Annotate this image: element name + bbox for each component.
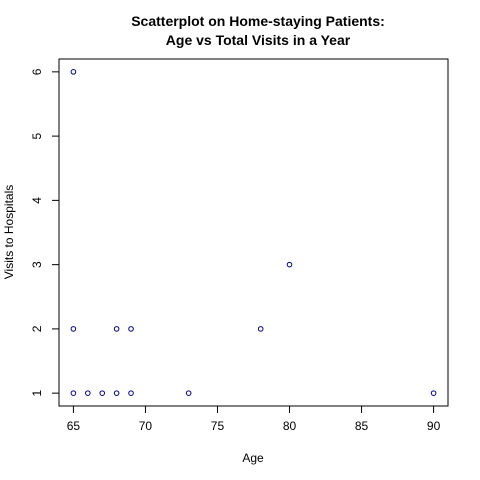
x-axis: 65 70 75 80 85 90 [67, 405, 441, 433]
y-tick-label: 3 [30, 261, 44, 268]
data-point [70, 69, 77, 75]
y-tick-label: 5 [30, 132, 44, 139]
y-axis: 1 2 3 4 5 6 [30, 68, 60, 396]
x-tick-label: 90 [427, 419, 441, 433]
x-tick-label: 85 [355, 419, 369, 433]
data-points [70, 69, 437, 396]
y-tick-label: 4 [30, 197, 44, 204]
data-point [128, 326, 134, 332]
x-tick-label: 70 [139, 419, 153, 433]
x-tick-label: 75 [211, 419, 225, 433]
data-point [113, 390, 120, 396]
y-tick-label: 2 [30, 325, 44, 332]
plot-frame [58, 58, 449, 407]
data-point [185, 390, 192, 396]
chart-title-line1: Scatterplot on Home-staying Patients: [131, 13, 385, 29]
data-point [85, 390, 91, 396]
data-point [257, 326, 264, 332]
x-tick-label: 80 [283, 419, 297, 433]
data-point [128, 390, 134, 396]
x-tick-label: 65 [67, 419, 81, 433]
data-point [286, 261, 293, 268]
data-point [430, 390, 437, 396]
data-point [70, 390, 77, 396]
x-axis-label: Age [242, 451, 264, 465]
data-point [99, 390, 106, 396]
y-tick-label: 6 [30, 68, 44, 75]
data-point [113, 326, 120, 332]
y-tick-label: 1 [30, 389, 44, 396]
y-axis-label: Visits to Hospitals [2, 185, 16, 279]
data-point [70, 326, 77, 332]
chart-title-line2: Age vs Total Visits in a Year [166, 32, 351, 48]
